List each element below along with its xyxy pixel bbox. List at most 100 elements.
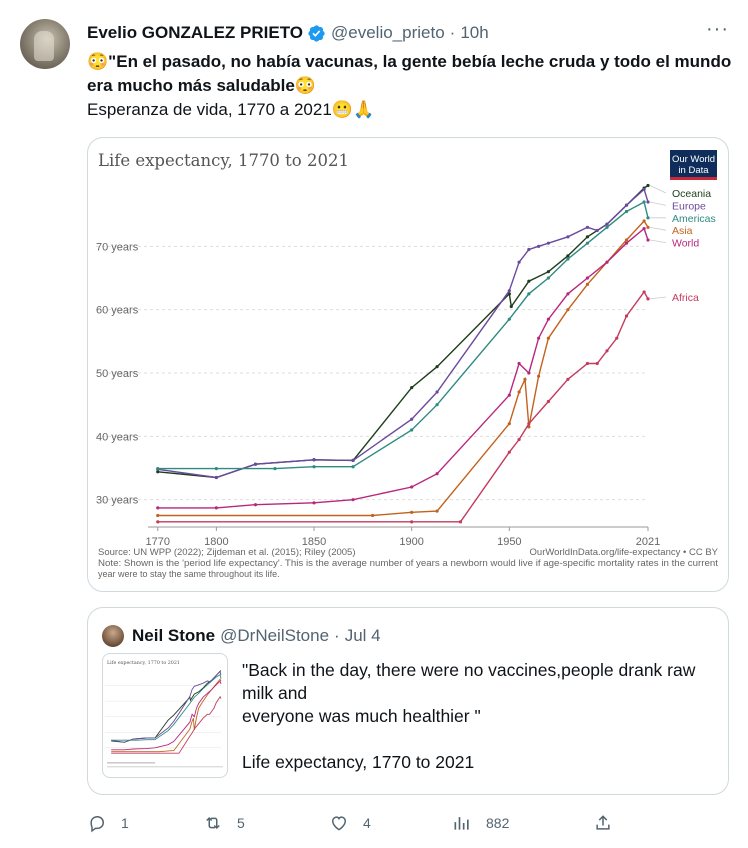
quoted-tweet[interactable]: Neil Stone @DrNeilStone · Jul 4 Life exp… (87, 607, 729, 795)
data-point (585, 241, 590, 245)
author-handle[interactable]: @evelio_prieto (331, 23, 445, 42)
data-point (527, 371, 531, 375)
data-point (595, 228, 599, 233)
data-point (537, 336, 541, 340)
data-point (156, 513, 160, 518)
data-point (351, 498, 355, 502)
folded-hands-emoji-icon: 🙏 (352, 100, 375, 119)
data-point (435, 509, 439, 513)
thumbnail-series-americas (111, 674, 222, 741)
data-point (435, 390, 439, 394)
data-point (585, 276, 590, 280)
data-point (156, 470, 160, 474)
retweet-button[interactable]: 5 (203, 808, 245, 838)
tweet-text: 😳"En el pasado, no había vacunas, la gen… (87, 50, 737, 122)
data-point (624, 203, 629, 207)
data-point (605, 222, 609, 226)
y-tick-label: 60 years (96, 305, 139, 317)
thumbnail-series-europe (111, 670, 222, 743)
like-button[interactable]: 4 (329, 808, 371, 838)
chart-y-axis: 30 years 40 years 50 years 60 years 70 years (96, 241, 139, 506)
reply-button[interactable]: 1 (87, 808, 129, 838)
data-point (615, 336, 619, 340)
data-point (546, 399, 550, 404)
data-point (546, 317, 550, 321)
thumbnail-series (111, 670, 222, 754)
data-point (507, 422, 511, 426)
thumbnail-title: Life expectancy, 1770 to 2021 (107, 660, 180, 666)
reply-count: 1 (121, 815, 129, 831)
author-avatar[interactable] (20, 19, 70, 69)
chart-note-line1: Note: Shown is the 'period life expectan… (98, 558, 719, 568)
data-point (312, 458, 316, 462)
verified-badge-icon (308, 24, 325, 42)
views-button[interactable]: 882 (452, 808, 509, 838)
data-point (624, 238, 629, 242)
data-point (517, 361, 521, 366)
legend-label-americas: Americas (672, 213, 716, 225)
data-point (646, 216, 650, 220)
data-point (312, 465, 316, 469)
data-point (595, 361, 599, 366)
thumbnail-note-line (107, 766, 223, 768)
data-point (509, 304, 513, 309)
legend-connector (649, 296, 667, 300)
x-tick-label: 2021 (636, 536, 660, 548)
data-point (517, 390, 521, 394)
data-point (523, 377, 527, 381)
data-point (458, 520, 463, 524)
more-options-icon[interactable]: ··· (706, 18, 729, 40)
series-line-world (157, 227, 649, 509)
tweet-timestamp[interactable]: 10h (460, 23, 489, 42)
views-count: 882 (486, 815, 510, 831)
author-display-name[interactable]: Evelio GONZALEZ PRIETO (87, 23, 303, 42)
x-tick-label: 1950 (497, 536, 521, 548)
data-point (546, 276, 550, 280)
thumbnail-source-line (107, 762, 155, 764)
chart-source: Source: UN WPP (2022); Zijdeman et al. (… (98, 547, 356, 558)
legend-label-world: World (672, 238, 699, 250)
views-icon (454, 817, 469, 830)
thumbnail-series-world (111, 680, 222, 751)
tweet-media-chart[interactable]: Life expectancy, 1770 to 2021 Our World … (87, 137, 729, 592)
quoted-tweet-text: "Back in the day, there were no vaccines… (242, 660, 696, 772)
quoted-author-avatar[interactable] (102, 625, 124, 647)
thumbnail-chart: Life expectancy, 1770 to 2021 (105, 660, 223, 768)
tweet-quote-text: "En el pasado, no había vacunas, la gent… (87, 52, 732, 95)
flushed-emoji-icon: 😳 (87, 52, 109, 71)
data-point (624, 209, 629, 214)
data-point (435, 365, 439, 369)
quoted-tweet-date[interactable]: Jul 4 (344, 626, 381, 645)
data-point (537, 374, 541, 378)
chart-series (156, 183, 667, 524)
data-point (410, 510, 414, 514)
x-tick-label: 1850 (302, 536, 326, 548)
data-point (566, 308, 570, 312)
retweet-icon (206, 816, 220, 830)
heart-icon (331, 816, 347, 831)
share-button[interactable] (593, 808, 613, 838)
data-point (646, 200, 650, 204)
tweet-header: Evelio GONZALEZ PRIETO @evelio_prieto · … (87, 22, 489, 44)
tweet-text-bold-line: 😳"En el pasado, no había vacunas, la gen… (87, 50, 737, 98)
legend-label-europe: Europe (672, 200, 706, 212)
series-line-asia (157, 219, 649, 517)
data-point (435, 472, 439, 476)
data-point (410, 520, 414, 524)
data-point (253, 462, 258, 466)
quoted-author-handle[interactable]: @DrNeilStone (220, 626, 330, 645)
data-point (642, 227, 646, 231)
x-tick-label: 1770 (146, 536, 170, 548)
legend-connector (649, 239, 667, 243)
data-point (156, 506, 160, 510)
data-point (546, 336, 550, 340)
series-line-europe (157, 188, 649, 479)
quoted-author-name[interactable]: Neil Stone (132, 626, 216, 645)
data-point (605, 349, 609, 353)
data-point (371, 513, 375, 518)
quoted-media-thumbnail[interactable]: Life expectancy, 1770 to 2021 (102, 653, 228, 778)
reply-icon (90, 815, 105, 833)
chart-note-line2: year were to stay the same throughout it… (98, 569, 280, 579)
data-point (646, 225, 650, 229)
life-expectancy-chart: Life expectancy, 1770 to 2021 Our World … (96, 150, 719, 579)
